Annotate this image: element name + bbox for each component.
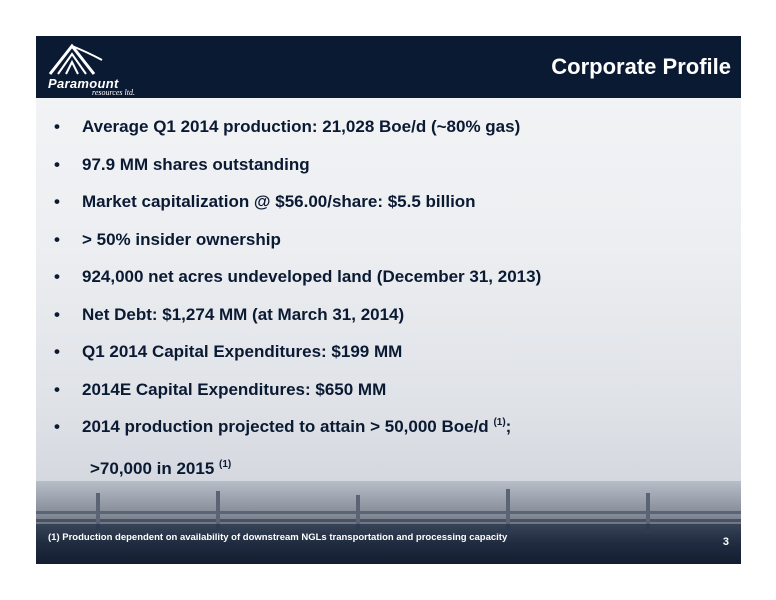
- footnote-marker: (1): [219, 459, 232, 470]
- footnote: (1) Production dependent on availability…: [48, 532, 508, 543]
- bullet-text: 2014 production projected to attain > 50…: [82, 417, 489, 436]
- continuation-text: >70,000 in 2015: [90, 459, 215, 478]
- page-number: 3: [722, 536, 729, 548]
- footer-bar: [36, 524, 741, 564]
- bullet-text: 2014E Capital Expenditures: $650 MM: [82, 379, 387, 399]
- bullet-text: Market capitalization @ $56.00/share: $5…: [82, 192, 476, 211]
- logo-name: Paramount: [48, 76, 119, 91]
- page-title: Corporate Profile: [551, 54, 731, 79]
- paramount-logo: Paramount resources ltd.: [42, 42, 162, 97]
- bullet-text: > 50% insider ownership: [82, 229, 281, 249]
- bullet-continuation: >70,000 in 2015 (1): [90, 459, 231, 479]
- bullet-text: 97.9 MM shares outstanding: [82, 154, 310, 174]
- slide: Paramount resources ltd. Corporate Profi…: [36, 36, 741, 564]
- logo-subtitle: resources ltd.: [92, 88, 135, 97]
- bullet-tail: ;: [505, 417, 512, 436]
- bullet-text: Net Debt: $1,274 MM (at March 31, 2014): [82, 304, 405, 324]
- bullet-text: Q1 2014 Capital Expenditures: $199 MM: [82, 342, 403, 361]
- logo-mark-icon: [48, 43, 103, 75]
- bullet-text: 924,000 net acres undeveloped land (Dece…: [82, 267, 542, 286]
- footnote-marker: (1): [493, 417, 506, 428]
- bullet-text: Average Q1 2014 production: 21,028 Boe/d…: [82, 117, 521, 136]
- slide-header: Paramount resources ltd. Corporate Profi…: [36, 36, 741, 98]
